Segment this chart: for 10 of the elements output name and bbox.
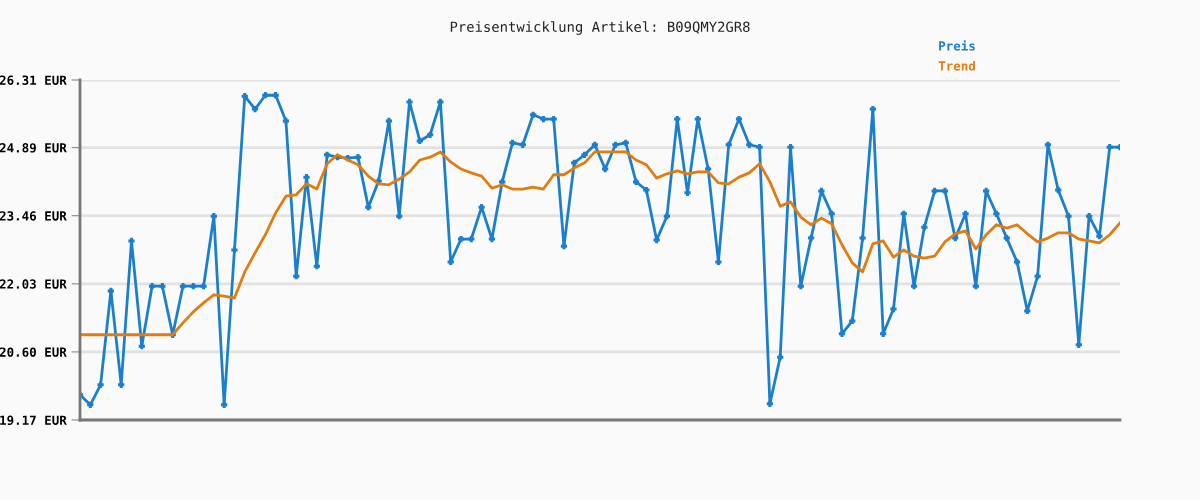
text: Preis [939,40,975,51]
y-tick-label: 24.89 EUR [0,143,67,153]
y-tick-label: 23.46 EUR [0,211,67,221]
line-series [80,150,1120,337]
y-tick-label: 22.03 EUR [0,279,67,289]
y-tick-label: 19.17 EUR [0,415,67,425]
y-tick-label: 20.60 EUR [0,347,67,357]
text: Trend [938,60,975,71]
chart-title: Preisentwicklung Artikel: B09QMY2GR8 [450,21,750,35]
y-tick-label: 26.31 EUR [0,75,67,85]
